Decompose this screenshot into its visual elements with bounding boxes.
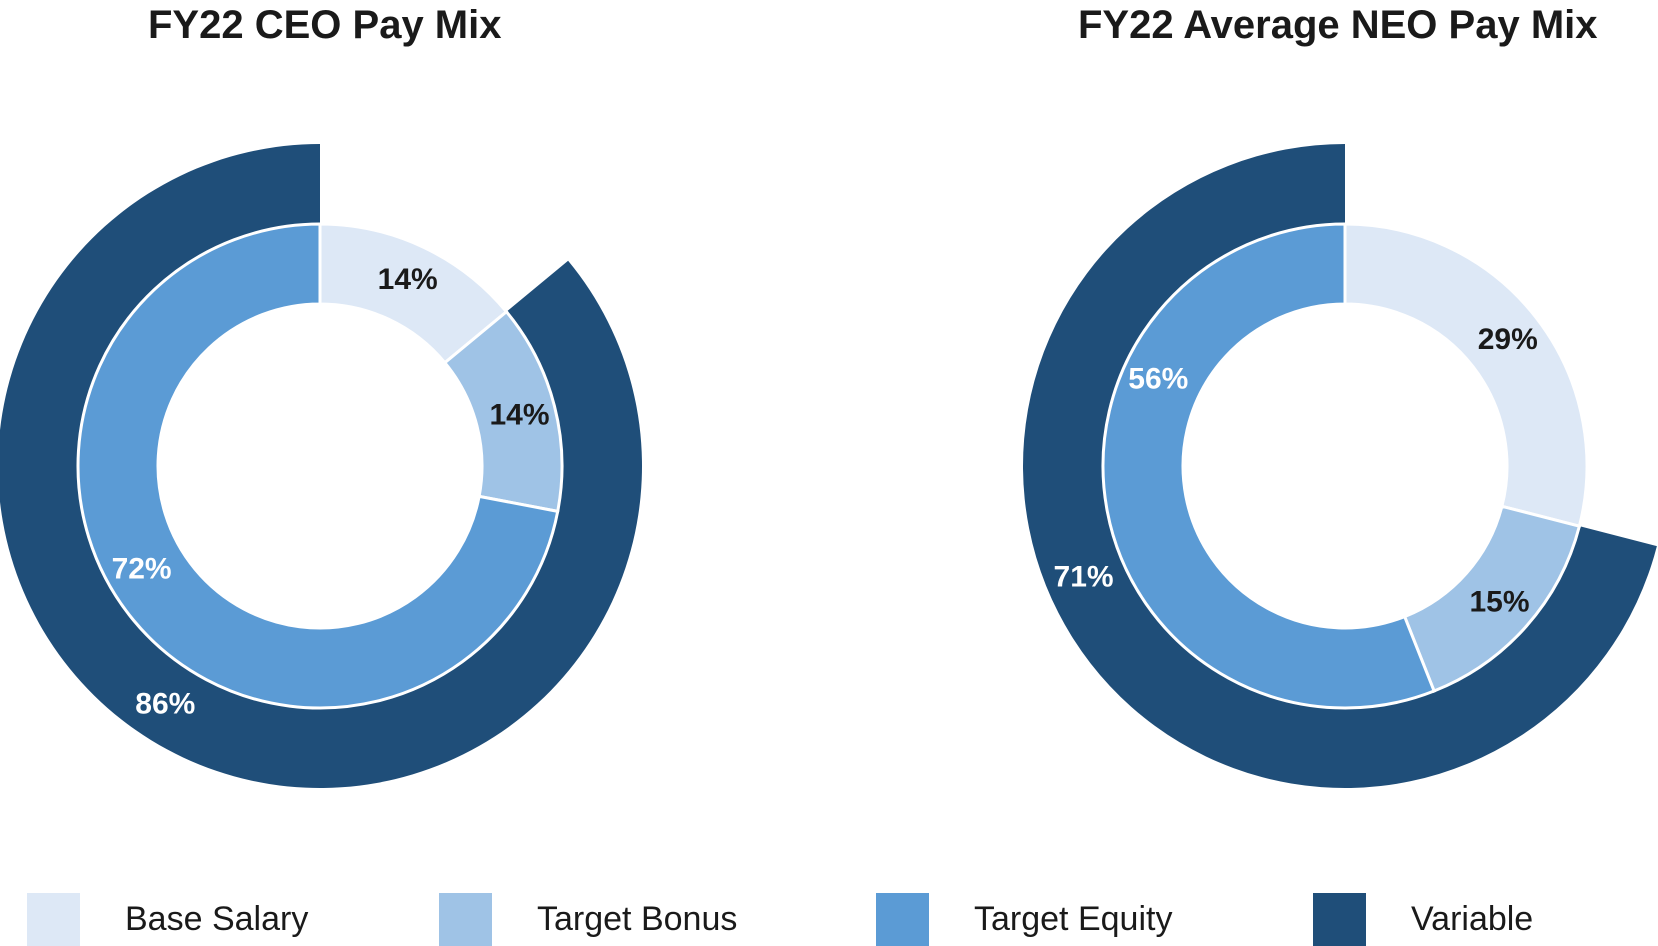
ceo-inner-label-base-salary: 14% (378, 263, 438, 296)
legend-swatch-variable (1313, 893, 1366, 946)
neo-inner-label-target-bonus: 15% (1469, 586, 1529, 619)
ceo-outer-label-variable: 86% (135, 688, 195, 721)
neo-chart-title: FY22 Average NEO Pay Mix (1078, 3, 1598, 47)
ceo-chart-title: FY22 CEO Pay Mix (148, 3, 502, 47)
neo-inner-slice-base-salary (1343, 222, 1589, 529)
legend: Base Salary Target Bonus Target Equity V… (0, 893, 1658, 946)
legend-label-base-salary: Base Salary (125, 900, 309, 938)
ceo-inner-slice-target-equity (76, 222, 560, 710)
ceo-inner-label-target-equity: 72% (112, 553, 172, 586)
neo-pay-mix-chart: 29% 15% 56% 71% (1022, 144, 1657, 788)
neo-outer-label-variable: 71% (1054, 560, 1114, 593)
neo-inner-label-base-salary: 29% (1478, 323, 1538, 356)
legend-swatch-target-bonus (439, 893, 492, 946)
ceo-pay-mix-chart: 14% 14% 72% 86% (0, 144, 642, 788)
ceo-inner-label-target-bonus: 14% (490, 398, 550, 431)
legend-swatch-base-salary (27, 893, 80, 946)
neo-inner-slice-target-equity (1101, 222, 1437, 710)
neo-inner-label-target-equity: 56% (1128, 362, 1188, 395)
legend-label-variable: Variable (1411, 900, 1534, 938)
legend-label-target-equity: Target Equity (974, 900, 1173, 938)
pay-mix-charts: 14% 14% 72% 86% 29% 15% 56% 71% (0, 144, 1657, 788)
legend-swatch-target-equity (876, 893, 929, 946)
legend-label-target-bonus: Target Bonus (537, 900, 738, 938)
